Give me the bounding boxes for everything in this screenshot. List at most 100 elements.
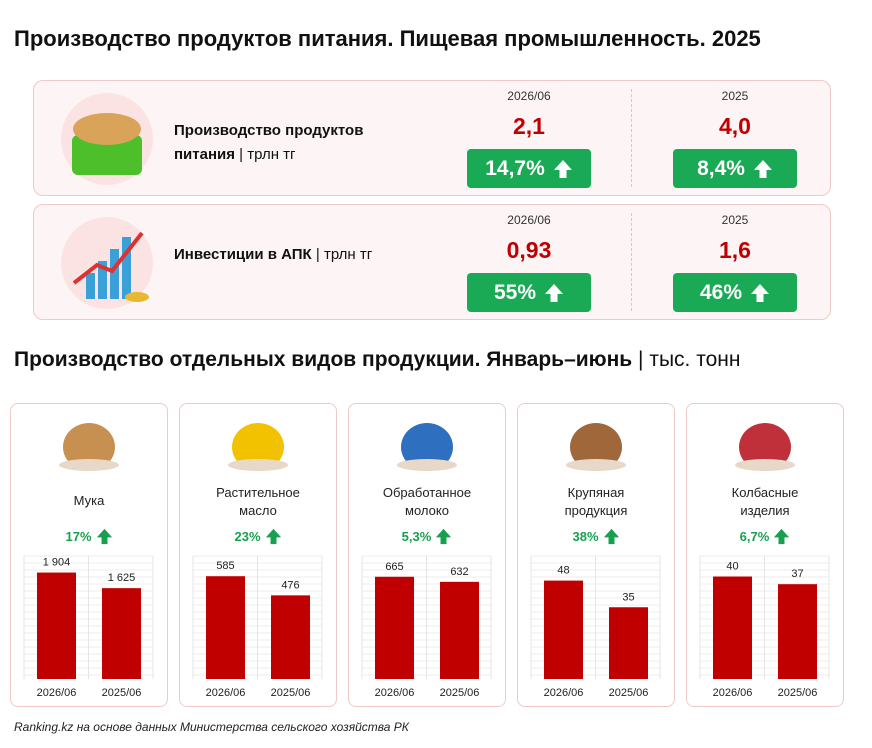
bar-chart: 665 2026/06 632 2025/06 [361, 555, 492, 699]
coins [125, 292, 149, 302]
title: Производство продуктов питания. Пищевая … [14, 26, 761, 51]
up-arrow [603, 528, 619, 545]
change: 17% [65, 529, 92, 544]
kpi-column: 2025 4,0 8,4% [673, 89, 797, 188]
change: 8,4% [697, 156, 745, 180]
x-tick-label: 2026/06 [713, 687, 753, 699]
change-row: 5,3% [349, 528, 505, 545]
arrow-shape [265, 528, 281, 545]
arrow-shape [96, 528, 112, 545]
up-arrow [265, 528, 281, 545]
icon-shade [566, 459, 626, 471]
change: 46% [699, 280, 743, 304]
x-tick-label: 2025/06 [271, 687, 311, 699]
icon-shade [735, 459, 795, 471]
basket [72, 135, 142, 175]
change-row: 38% [518, 528, 674, 545]
bar [375, 576, 414, 679]
bar-icon [122, 237, 131, 299]
arrow-shape [545, 283, 564, 302]
value-label: 585 [216, 560, 234, 572]
icon-shape [570, 423, 622, 471]
up-arrow [751, 283, 770, 302]
kpi-name: Инвестиции в АПК [174, 246, 312, 263]
arrow-shape [553, 159, 572, 178]
kpi-card: Производство продуктов питания | трлн тг… [33, 80, 831, 196]
period: 2026/06 [507, 89, 551, 103]
period: 2025 [721, 213, 749, 227]
kpi-column: 2026/06 2,1 14,7% [467, 89, 591, 188]
kpi-value: 1,6 [719, 237, 751, 263]
bar-icon [110, 249, 119, 299]
kpi-unit-wrap: | трлн тг [311, 246, 373, 263]
icon-shape [401, 423, 453, 471]
change-row: 6,7% [687, 528, 843, 545]
kpi-value: 4,0 [719, 113, 751, 139]
source: Ranking.kz на основе данных Министерства… [14, 720, 409, 734]
x-tick-label: 2025/06 [440, 687, 480, 699]
bar [713, 576, 752, 679]
icon-shade [59, 459, 119, 471]
change: 23% [234, 529, 261, 544]
change: 5,3% [401, 529, 432, 544]
bar-chart: 48 2026/06 35 2025/06 [530, 555, 661, 699]
value-label: 476 [281, 579, 299, 591]
x-tick-label: 2025/06 [102, 687, 142, 699]
icon [566, 423, 626, 471]
kpi-value: 0,93 [506, 237, 552, 263]
arrow-shape [774, 528, 790, 545]
kpi-unit: трлн тг [247, 146, 296, 163]
change-badge: 55% [467, 273, 591, 312]
bar-chart: 1 904 2026/06 1 625 2025/06 [23, 555, 154, 699]
x-tick-label: 2026/06 [544, 687, 584, 699]
icon-shape [739, 423, 791, 471]
bar [206, 576, 245, 679]
trend [72, 231, 144, 285]
up-arrow [545, 283, 564, 302]
product-card: Крупяная продукция 38% 48 2026/06 35 2025/06 [517, 403, 675, 707]
bar-chart: 585 2026/06 476 2025/06 [192, 555, 323, 699]
icon [228, 423, 288, 471]
bar [440, 581, 479, 679]
product-card: Мука 17% 1 904 2026/06 1 625 2025/06 [10, 403, 168, 707]
change-badge: 14,7% [467, 149, 591, 188]
change-row: 23% [180, 528, 336, 545]
section-title-text: Производство отдельных видов продукции. … [14, 348, 633, 371]
bar [37, 572, 76, 679]
value-label: 665 [385, 561, 403, 573]
value-label: 40 [726, 561, 738, 573]
bar [778, 584, 817, 679]
bar-chart: 40 2026/06 37 2025/06 [699, 555, 830, 699]
bar [609, 607, 648, 679]
kpi-label: Инвестиции в АПК | трлн тг [174, 243, 404, 267]
product-card: Растительное масло 23% 585 2026/06 476 2025/0… [179, 403, 337, 707]
x-tick-label: 2026/06 [375, 687, 415, 699]
bar [271, 595, 310, 679]
change: 38% [572, 529, 599, 544]
bar-icon [98, 261, 107, 299]
arrow-shape [753, 159, 772, 178]
period: 2026/06 [507, 213, 551, 227]
change: 14,7% [485, 156, 545, 180]
change: 6,7% [739, 529, 770, 544]
icon [59, 423, 119, 471]
up-arrow [96, 528, 112, 545]
value-label: 1 904 [43, 557, 71, 569]
icon-shape [232, 423, 284, 471]
section-unit: | тыс. тонн [638, 348, 741, 371]
icon [735, 423, 795, 471]
up-arrow [553, 159, 572, 178]
product-name: Растительное масло [216, 485, 300, 518]
unit: тыс. тонн [649, 348, 741, 371]
change-badge: 8,4% [673, 149, 797, 188]
kpi-label: Производство продуктов питания | трлн тг [174, 119, 404, 167]
section-title: Производство отдельных видов продукции. … [14, 348, 740, 372]
arrow-shape [603, 528, 619, 545]
product-card: Колбасные изделия 6,7% 40 2026/06 37 2025/06 [686, 403, 844, 707]
up-arrow [436, 528, 452, 545]
x-tick-label: 2026/06 [37, 687, 77, 699]
kpi-card: Инвестиции в АПК | трлн тг 2026/06 0,93 55%… [33, 204, 831, 320]
icon-shape [63, 423, 115, 471]
change: 55% [493, 280, 537, 304]
kpi-unit-wrap: | трлн тг [235, 146, 296, 163]
